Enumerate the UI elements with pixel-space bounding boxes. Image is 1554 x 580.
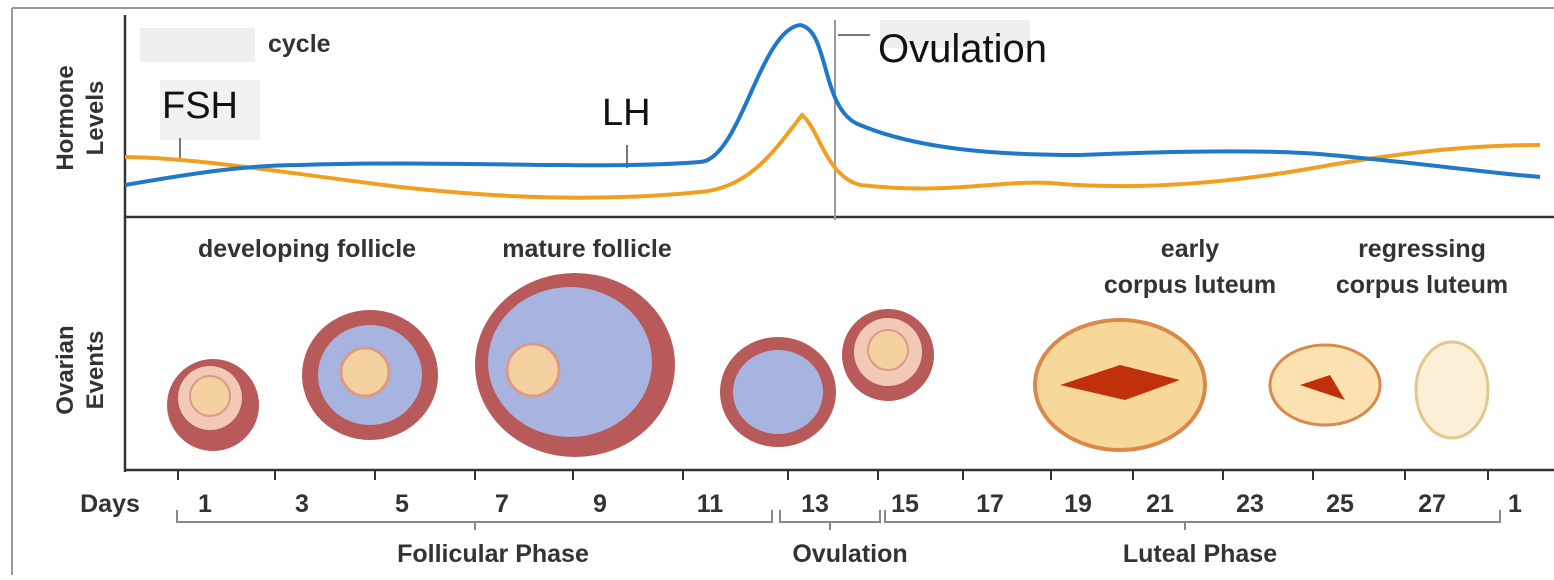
day-label: 13 [801,490,829,518]
frame [11,7,1554,575]
blur [140,28,255,62]
stage-label: mature follicle [502,235,672,263]
stage-label: early [1161,235,1219,263]
day-label: 15 [891,490,919,518]
day-label: 7 [495,490,509,518]
phase-label: Follicular Phase [397,540,589,568]
blur [880,20,1030,48]
phase-label: Luteal Phase [1123,540,1277,568]
day-label: 19 [1064,490,1092,518]
axes [123,15,1554,472]
stage-label: developing follicle [198,235,416,263]
stage-label: corpus luteum [1336,271,1508,299]
lh-curve [124,22,1541,187]
axis-label: Levels [82,81,109,156]
day-label: 3 [295,490,309,518]
day-label: 17 [976,490,1004,518]
follicles [167,273,1490,457]
axis-label: Ovarian [52,325,79,414]
day-label: 1 [198,490,212,518]
cycle-label: cycle [268,30,331,58]
axis-label: Events [82,331,109,410]
stage-label: corpus luteum [1104,271,1276,299]
axis-label: Hormone [52,65,79,170]
day-label: 25 [1326,490,1354,518]
phase-label: Ovulation [792,540,907,568]
day-label: 23 [1236,490,1264,518]
phase-brackets [176,510,1501,530]
fsh-label: FSH [162,85,238,127]
fsh-curve [124,112,1541,200]
day-label: 5 [395,490,409,518]
blur [160,80,260,140]
ovulation-callout: Ovulation [878,27,1047,71]
day-label: 27 [1418,490,1446,518]
day-label: 1 [1508,490,1522,518]
day-label: 11 [697,490,724,518]
day-label: 21 [1146,490,1174,518]
stage-label: regressing [1358,235,1486,263]
day-label: 9 [593,490,607,518]
days-label: Days [80,490,140,518]
lh-label: LH [602,92,651,134]
